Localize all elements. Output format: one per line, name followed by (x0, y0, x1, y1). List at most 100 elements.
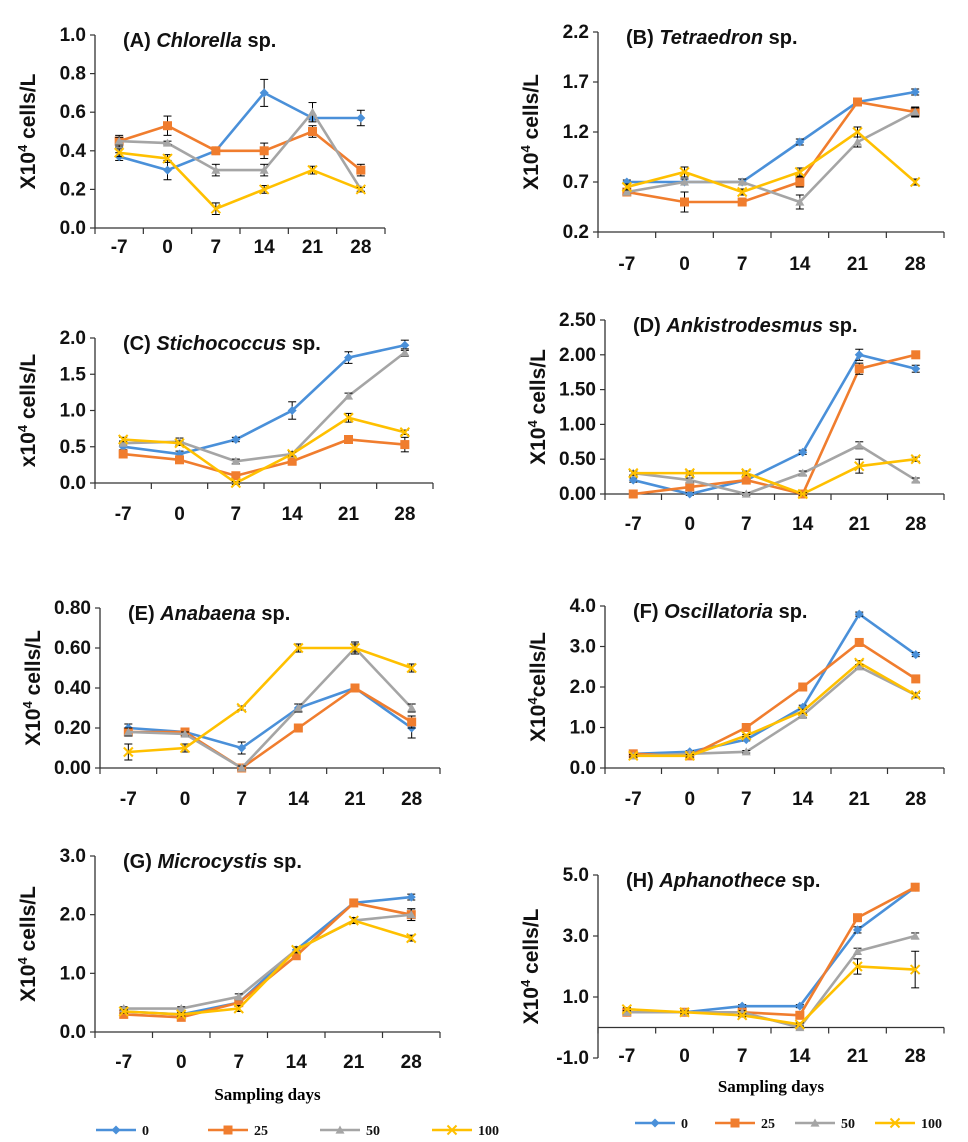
data-point (853, 946, 862, 955)
data-point (737, 177, 747, 186)
data-point (234, 998, 244, 1008)
series-50 (114, 102, 366, 193)
panel-d: 0.00 0.50 1.00 1.50 2.00 2.50 -7 0 7 14 21 28 X104 c… (525, 310, 945, 535)
data-point (628, 467, 639, 479)
data-point (910, 931, 920, 940)
data-point (237, 743, 247, 753)
y-tick-label: 0.0 (60, 473, 86, 494)
x-tick-label: 7 (741, 514, 752, 535)
series-0 (622, 87, 920, 187)
series-25 (119, 898, 416, 1022)
x-tick-label: 0 (679, 254, 690, 275)
data-point (406, 892, 416, 902)
x-tick-label: 7 (737, 1046, 748, 1067)
data-point (176, 1012, 186, 1022)
x-tick-label: 28 (401, 1052, 422, 1073)
data-point (797, 488, 808, 500)
x-tick-label: 7 (211, 237, 222, 258)
x-tick-label: 0 (174, 504, 185, 525)
panel-title: (H) Aphanothece sp. (626, 870, 820, 892)
data-point (680, 197, 689, 207)
data-point (798, 468, 808, 477)
series-line (123, 919, 412, 1016)
legend-marker (335, 1125, 345, 1134)
y-tick-label: 1.00 (559, 414, 596, 435)
y-tick-label: 3.0 (60, 846, 86, 867)
data-point (909, 176, 921, 188)
y-tick-label: 1.0 (570, 718, 596, 739)
data-point (679, 1007, 690, 1018)
series-25 (622, 882, 920, 1020)
y-tick-label: 2.50 (559, 310, 596, 331)
y-tick-label: 3.0 (563, 926, 589, 947)
legend-marker (730, 1118, 740, 1128)
series-line (632, 353, 917, 496)
data-point (259, 165, 269, 174)
series-line (633, 353, 917, 496)
panel-h: -1.0 1.0 3.0 5.0 -7 0 7 14 21 28 X104 cells/L (H) A… (518, 865, 945, 1096)
series-25 (622, 97, 920, 213)
y-tick-label: 1.7 (563, 72, 589, 93)
x-axis-label: Sampling days (718, 1077, 825, 1096)
data-point (233, 1003, 244, 1014)
data-point (117, 434, 129, 445)
data-point (399, 427, 411, 438)
series-line (633, 457, 916, 496)
y-tick-label: 1.2 (563, 122, 589, 143)
data-point (344, 353, 353, 363)
y-tick-label: 5.0 (563, 865, 589, 886)
legend-label: 0 (142, 1124, 149, 1139)
data-point (679, 166, 690, 178)
panel-f: 0.0 1.0 2.0 3.0 4.0 -7 0 7 14 21 28 X104cells/L (F) … (525, 596, 945, 810)
series-0 (628, 348, 921, 499)
y-axis-label: x104 cells/L (15, 354, 40, 468)
data-point (736, 1010, 748, 1021)
y-axis-label: X104 cells/L (15, 73, 40, 189)
series-50 (628, 662, 921, 760)
data-point (308, 127, 317, 136)
x-tick-label: 0 (684, 789, 695, 810)
data-point (737, 197, 747, 207)
x-tick-label: 7 (231, 504, 242, 525)
panel-c: 0.0 0.5 1.0 1.5 2.0 -7 0 7 14 21 28 x104 cells/L (C)… (15, 328, 434, 525)
data-point (349, 642, 361, 654)
series-line (118, 91, 361, 172)
x-tick-label: 0 (684, 514, 695, 535)
x-tick-label: 14 (789, 1046, 811, 1067)
y-tick-label: 1.5 (60, 364, 87, 385)
series-50 (622, 931, 920, 1032)
series-line (128, 646, 413, 770)
legend-marker (650, 1118, 660, 1128)
data-point (236, 702, 247, 714)
data-point (628, 750, 639, 762)
data-point (685, 482, 695, 492)
x-tick-label: 21 (849, 514, 871, 535)
data-point (854, 609, 864, 619)
series-line (123, 416, 406, 485)
series-line (626, 90, 916, 184)
data-point (231, 435, 241, 444)
data-point (741, 723, 751, 732)
data-point (911, 650, 921, 660)
data-point (119, 1009, 129, 1019)
data-point (286, 448, 298, 460)
data-point (123, 727, 133, 736)
series-line (119, 109, 362, 191)
x-tick-label: 14 (282, 504, 304, 525)
panel-title: (A) Chlorella sp. (123, 30, 276, 52)
data-point (853, 137, 862, 146)
y-axis-label: X104 cells/L (15, 886, 40, 1002)
x-tick-label: 21 (338, 504, 360, 525)
data-point (798, 447, 808, 457)
panel-title: (C) Stichococcus sp. (123, 333, 321, 355)
series-line (123, 343, 406, 456)
data-point (853, 97, 862, 107)
data-point (400, 440, 410, 450)
data-point (175, 455, 184, 465)
x-tick-label: -7 (618, 254, 635, 275)
data-point (736, 186, 748, 198)
data-point (852, 126, 863, 138)
data-point (622, 187, 632, 196)
legend-marker (223, 1125, 233, 1135)
data-point (911, 364, 921, 374)
